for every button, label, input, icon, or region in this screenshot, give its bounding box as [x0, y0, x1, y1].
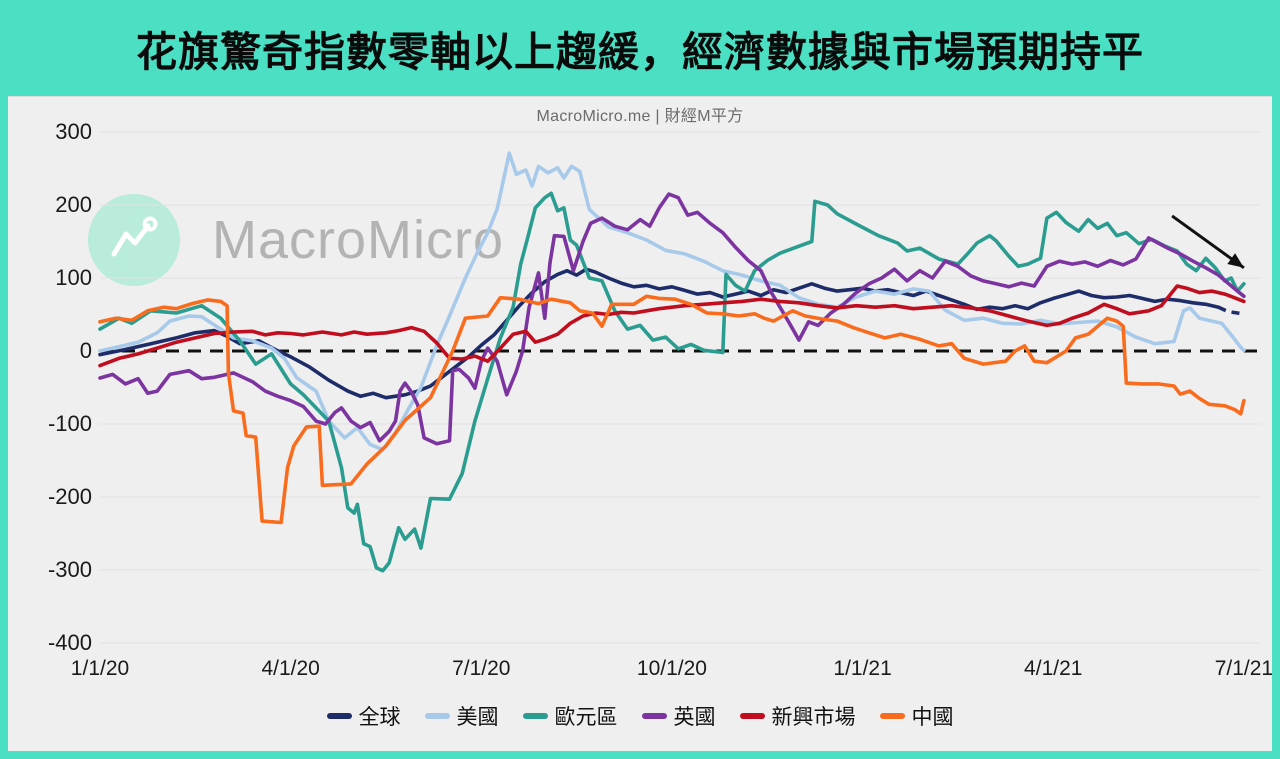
y-axis-tick-label: -100: [47, 411, 92, 436]
legend-marker-icon: [739, 713, 765, 719]
legend: 全球 美國 歐元區 英國 新興市場 中國: [8, 701, 1272, 731]
y-axis-tick-label: 100: [55, 265, 92, 290]
legend-item-全球[interactable]: 全球: [326, 701, 401, 731]
legend-label: 全球: [358, 706, 401, 729]
page-title: 花旗驚奇指數零軸以上趨緩，經濟數據與市場預期持平: [136, 29, 1144, 75]
legend-item-歐元區[interactable]: 歐元區: [522, 701, 618, 731]
source-caption: MacroMicro.me | 財經M平方: [536, 108, 744, 125]
x-axis-tick-label: 1/1/20: [70, 657, 130, 680]
series-line-英國: [98, 192, 1246, 446]
series-line-中國: [98, 294, 1246, 525]
legend-label: 英國: [673, 706, 716, 729]
y-axis-tick-label: -200: [47, 484, 92, 509]
legend-item-新興市場[interactable]: 新興市場: [739, 701, 856, 731]
legend-label: 歐元區: [554, 706, 618, 729]
series-line-美國: [98, 151, 1246, 452]
legend-label: 中國: [911, 706, 954, 729]
legend-item-美國[interactable]: 美國: [424, 701, 499, 731]
legend-item-中國[interactable]: 中國: [879, 701, 954, 731]
x-axis-tick-label: 4/1/20: [261, 657, 320, 680]
y-axis-tick-label: -300: [47, 557, 92, 582]
macromicro-zigzag-icon: [111, 216, 158, 257]
legend-item-英國[interactable]: 英國: [641, 701, 716, 731]
legend-marker-icon: [522, 713, 548, 719]
watermark: MacroMicro: [212, 210, 505, 270]
x-axis-tick-label: 1/1/21: [833, 657, 892, 680]
series-line-新興市場: [98, 284, 1246, 368]
series-line-全球: [98, 267, 1221, 400]
macromicro-logo-badge: [88, 194, 180, 286]
y-axis-tick-label: 200: [55, 192, 92, 217]
legend-marker-icon: [424, 713, 450, 719]
trend-arrow-head: [1227, 253, 1244, 268]
x-axis-tick-label: 7/1/21: [1214, 657, 1274, 680]
legend-label: 新興市場: [771, 706, 856, 729]
x-axis-tick-label: 4/1/21: [1024, 657, 1083, 680]
legend-marker-icon: [879, 713, 905, 719]
y-axis-tick-label: 0: [79, 338, 92, 363]
y-axis-tick-label: -400: [47, 630, 92, 655]
x-axis-tick-label: 10/1/20: [636, 657, 707, 680]
legend-marker-icon: [641, 713, 667, 719]
x-axis-tick-label: 7/1/20: [452, 657, 511, 680]
series-line-dashed-tail-全球: [1217, 305, 1245, 316]
chart-panel: MacroMicro.me | 財經M平方 MacroMicro 300 200 1…: [8, 96, 1274, 751]
legend-label: 美國: [456, 706, 499, 729]
legend-marker-icon: [326, 713, 352, 719]
line-chart: [98, 131, 1262, 644]
series-line-歐元區: [98, 191, 1246, 573]
y-axis-tick-label: 300: [55, 119, 92, 144]
title-bar: 花旗驚奇指數零軸以上趨緩，經濟數據與市場預期持平: [0, 0, 1280, 96]
